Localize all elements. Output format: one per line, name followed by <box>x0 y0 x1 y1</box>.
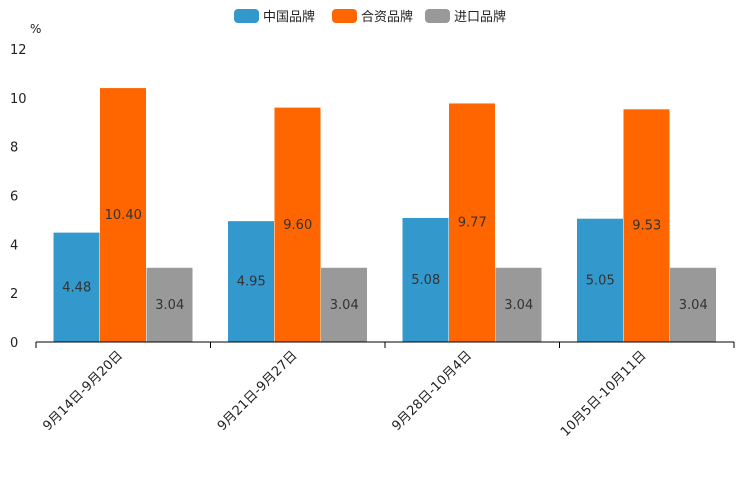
bar-import-brand <box>146 267 193 342</box>
data-label: 10.40 <box>105 208 142 223</box>
x-tick-label: 10月5日-10月11日 <box>558 348 650 440</box>
bar-jv-brand <box>623 109 670 342</box>
bar-china-brand <box>228 221 274 342</box>
data-label: 4.48 <box>62 280 91 295</box>
y-tick-label: 2 <box>10 287 18 302</box>
data-label: 5.08 <box>411 273 440 288</box>
bar-import-brand <box>495 267 542 342</box>
bar-china-brand <box>577 218 623 342</box>
data-label: 4.95 <box>237 275 266 290</box>
legend-swatch <box>425 9 450 23</box>
data-label: 3.04 <box>155 298 184 313</box>
legend-label: 进口品牌 <box>454 9 506 25</box>
bar-china-brand <box>402 217 449 342</box>
y-tick-label: 6 <box>10 190 18 205</box>
data-label: 3.04 <box>679 298 708 313</box>
bar-import-brand <box>321 267 367 342</box>
legend-swatch <box>332 9 357 23</box>
y-axis-unit-label: % <box>30 22 41 36</box>
x-axis: 9月14日-9月20日 9月21日-9月27日 9月28日-10月4日 10月5日-1… <box>35 341 735 440</box>
bar-import-brand <box>670 267 716 342</box>
y-axis: 0 2 4 6 8 10 12 <box>10 43 27 351</box>
data-label: 9.53 <box>632 219 661 234</box>
y-tick-label: 4 <box>10 238 18 253</box>
data-label: 3.04 <box>504 298 533 313</box>
y-tick-label: 8 <box>10 141 18 156</box>
legend: 中国品牌 合资品牌 进口品牌 <box>234 9 506 25</box>
x-tick-label: 9月28日-10月4日 <box>389 348 475 434</box>
x-tick-label: 9月14日-9月20日 <box>40 348 126 434</box>
legend-label: 合资品牌 <box>361 9 413 25</box>
data-label: 9.60 <box>283 218 312 233</box>
data-label: 3.04 <box>330 298 359 313</box>
bars: 4.48 10.40 3.04 4.95 9.60 3.04 5.08 9.77 3.04 5.0… <box>53 88 716 343</box>
x-tick-label: 9月21日-9月27日 <box>215 348 301 434</box>
bar-china-brand <box>53 232 100 342</box>
data-label: 9.77 <box>458 216 487 231</box>
y-tick-label: 10 <box>10 92 27 107</box>
bar-jv-brand <box>449 103 495 343</box>
legend-swatch <box>234 9 259 23</box>
bar-jv-brand <box>100 88 146 342</box>
legend-label: 中国品牌 <box>263 9 315 25</box>
y-tick-label: 0 <box>10 336 18 351</box>
y-tick-label: 12 <box>10 43 27 58</box>
bar-jv-brand <box>274 107 321 342</box>
data-label: 5.05 <box>586 273 615 288</box>
